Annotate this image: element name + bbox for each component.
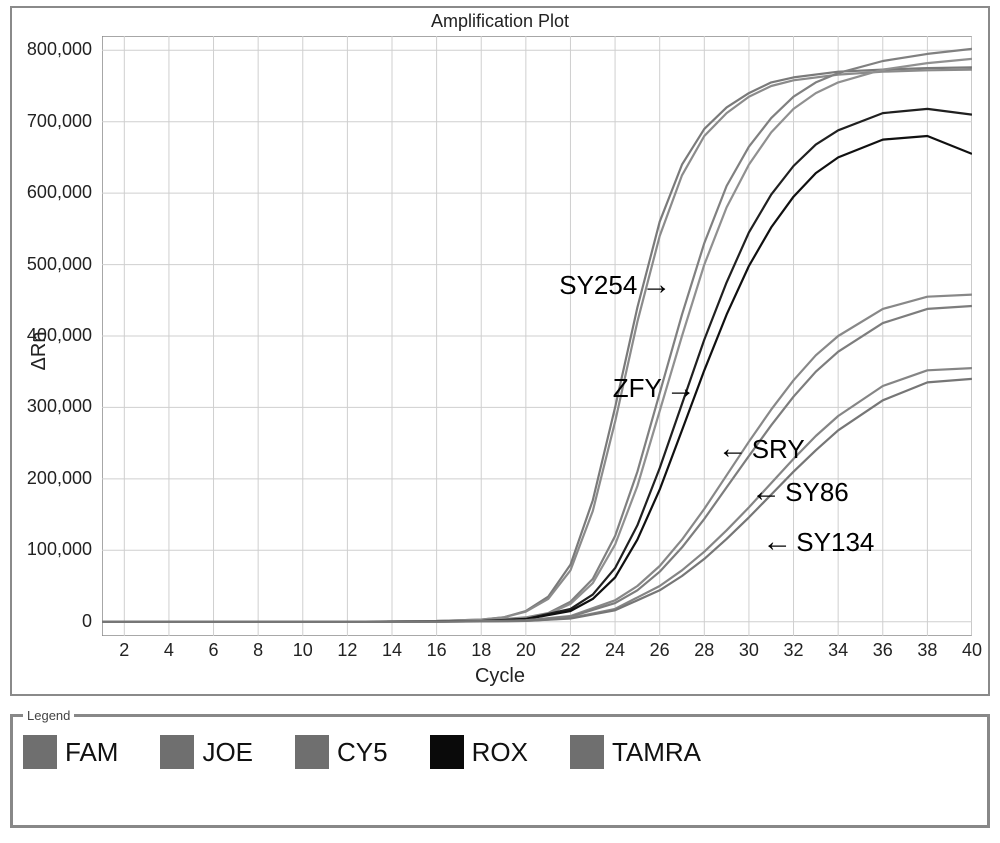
legend-item-tamra: TAMRA <box>570 735 701 769</box>
annotation-label: SY254 <box>559 270 637 301</box>
legend-swatch <box>23 735 57 769</box>
legend-swatch <box>295 735 329 769</box>
legend-swatch <box>570 735 604 769</box>
annotation-SY254: SY254 <box>559 268 671 302</box>
annotation-SY134: SY134 <box>762 525 874 559</box>
legend-label: TAMRA <box>612 737 701 768</box>
y-tick: 800,000 <box>12 39 92 60</box>
legend-item-joe: JOE <box>160 735 253 769</box>
x-tick: 18 <box>467 640 495 661</box>
annotation-label: SRY <box>752 434 805 465</box>
y-tick: 700,000 <box>12 111 92 132</box>
x-tick: 30 <box>735 640 763 661</box>
legend-label: ROX <box>472 737 528 768</box>
legend-row: FAM JOE CY5 ROX TAMRA <box>23 731 977 769</box>
x-tick: 20 <box>512 640 540 661</box>
legend-panel: Legend FAM JOE CY5 ROX TAMRA <box>10 708 990 828</box>
y-tick: 200,000 <box>12 468 92 489</box>
annotation-ZFY: ZFY <box>613 372 696 406</box>
y-tick: 100,000 <box>12 539 92 560</box>
legend-swatch <box>160 735 194 769</box>
annotation-label: SY134 <box>796 527 874 558</box>
legend-item-rox: ROX <box>430 735 528 769</box>
legend-item-cy5: CY5 <box>295 735 388 769</box>
legend-item-fam: FAM <box>23 735 118 769</box>
x-tick: 12 <box>333 640 361 661</box>
x-tick: 6 <box>200 640 228 661</box>
x-tick: 38 <box>913 640 941 661</box>
chart-panel: Amplification Plot ΔRn Cycle 0100,000200… <box>10 6 990 696</box>
x-axis-label: Cycle <box>12 665 988 688</box>
legend-swatch <box>430 735 464 769</box>
y-tick: 500,000 <box>12 254 92 275</box>
annotation-SY86: SY86 <box>751 475 849 509</box>
x-tick: 36 <box>869 640 897 661</box>
legend-fieldset: Legend FAM JOE CY5 ROX TAMRA <box>10 708 990 828</box>
x-tick: 22 <box>556 640 584 661</box>
x-tick: 26 <box>646 640 674 661</box>
x-tick: 34 <box>824 640 852 661</box>
legend-title: Legend <box>23 708 74 723</box>
annotation-label: SY86 <box>785 477 849 508</box>
legend-label: CY5 <box>337 737 388 768</box>
x-tick: 32 <box>780 640 808 661</box>
x-tick: 24 <box>601 640 629 661</box>
chart-title: Amplification Plot <box>12 11 988 32</box>
annotation-label: ZFY <box>613 373 662 404</box>
x-tick: 16 <box>423 640 451 661</box>
x-tick: 14 <box>378 640 406 661</box>
x-tick: 4 <box>155 640 183 661</box>
legend-label: JOE <box>202 737 253 768</box>
x-tick: 10 <box>289 640 317 661</box>
y-tick: 0 <box>12 611 92 632</box>
y-tick: 400,000 <box>12 325 92 346</box>
y-tick: 600,000 <box>12 182 92 203</box>
amplification-plot-screenshot: Amplification Plot ΔRn Cycle 0100,000200… <box>0 0 1000 843</box>
x-tick: 2 <box>110 640 138 661</box>
x-tick: 8 <box>244 640 272 661</box>
x-tick: 28 <box>690 640 718 661</box>
y-tick: 300,000 <box>12 396 92 417</box>
annotation-SRY: SRY <box>718 432 805 466</box>
legend-label: FAM <box>65 737 118 768</box>
x-tick: 40 <box>958 640 986 661</box>
